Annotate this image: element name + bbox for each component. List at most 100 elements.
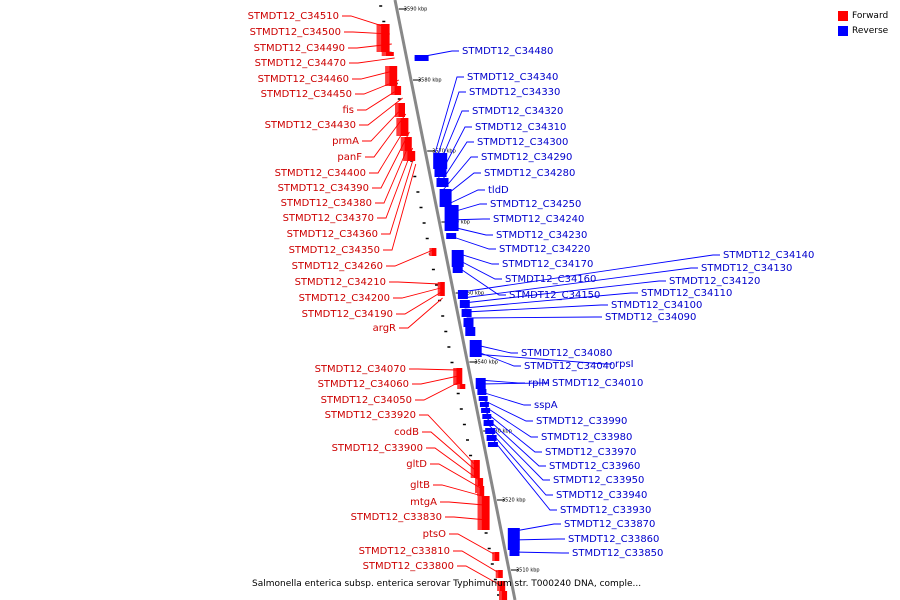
forward-gene-label[interactable]: STMDT12_C34260 [292, 261, 383, 272]
forward-gene-label[interactable]: gltD [406, 459, 427, 470]
reverse-gene-label[interactable]: STMDT12_C34080 [521, 348, 612, 359]
reverse-gene-glyph [483, 420, 494, 426]
forward-leader-line [440, 501, 485, 506]
forward-swatch [838, 10, 848, 21]
reverse-gene-label[interactable]: STMDT12_C33930 [560, 505, 651, 516]
reverse-gene-label[interactable]: STMDT12_C34130 [701, 263, 792, 274]
forward-leader-line [409, 368, 458, 371]
forward-leader-line [396, 291, 442, 315]
reverse-gene-label[interactable]: STMDT12_C34120 [669, 276, 760, 287]
forward-leader-line [389, 281, 440, 285]
forward-gene-label[interactable]: STMDT12_C34380 [281, 198, 372, 209]
legend: Forward Reverse [838, 8, 888, 38]
forward-leader-line [381, 155, 415, 235]
genome-axis [393, 0, 517, 600]
forward-gene-label[interactable]: fis [342, 105, 354, 116]
reverse-gene-label[interactable]: rplM [528, 378, 550, 389]
label-leader-lines [342, 15, 720, 586]
forward-gene-label[interactable]: STMDT12_C34390 [278, 183, 369, 194]
reverse-gene-label[interactable]: STMDT12_C34040 [524, 361, 615, 372]
forward-gene-label[interactable]: codB [394, 427, 419, 438]
reverse-gene-label[interactable]: STMDT12_C34230 [496, 230, 587, 241]
legend-forward: Forward [838, 8, 888, 23]
forward-gene-label[interactable]: ptsO [423, 529, 446, 540]
reverse-gene-label[interactable]: STMDT12_C33870 [564, 519, 655, 530]
reverse-gene-label[interactable]: STMDT12_C34110 [641, 288, 732, 299]
forward-leader-line [357, 87, 401, 111]
forward-gene-shade [497, 581, 500, 591]
reverse-gene-label[interactable]: STMDT12_C33960 [549, 461, 640, 472]
forward-gene-label[interactable]: STMDT12_C34370 [283, 213, 374, 224]
reverse-gene-label[interactable]: STMDT12_C33990 [536, 416, 627, 427]
reverse-gene-label[interactable]: tldD [488, 185, 509, 196]
forward-gene-label[interactable]: gltB [410, 480, 430, 491]
reverse-gene-label[interactable]: STMDT12_C34480 [462, 46, 553, 57]
reverse-gene-label[interactable]: STMDT12_C34160 [505, 274, 596, 285]
forward-gene-label[interactable]: argR [373, 323, 396, 334]
reverse-gene-label[interactable]: STMDT12_C34140 [723, 250, 814, 261]
reverse-gene-label[interactable]: STMDT12_C34220 [499, 244, 590, 255]
reverse-gene-label[interactable]: STMDT12_C33970 [545, 447, 636, 458]
forward-gene-shade [400, 137, 405, 151]
reverse-gene-label[interactable]: STMDT12_C33850 [572, 548, 663, 559]
reverse-leader-line [433, 76, 464, 157]
forward-gene-label[interactable]: STMDT12_C34190 [302, 309, 393, 320]
reverse-gene-label[interactable]: STMDT12_C33860 [568, 534, 659, 545]
reverse-leader-line [442, 172, 481, 199]
forward-gene-label[interactable]: STMDT12_C33830 [351, 512, 442, 523]
reverse-leader-line [445, 203, 487, 215]
forward-leader-line [362, 105, 405, 142]
reverse-gene-label[interactable]: STMDT12_C33940 [556, 490, 647, 501]
reverse-gene-label[interactable]: STMDT12_C34310 [475, 122, 566, 133]
reverse-gene-label[interactable]: STMDT12_C33950 [553, 475, 644, 486]
forward-gene-label[interactable]: STMDT12_C34500 [250, 27, 341, 38]
reverse-gene-label[interactable]: STMDT12_C34170 [502, 259, 593, 270]
reverse-gene-label[interactable]: STMDT12_C34250 [490, 199, 581, 210]
reverse-gene-label[interactable]: STMDT12_C34330 [469, 87, 560, 98]
forward-gene-label[interactable]: STMDT12_C34430 [265, 120, 356, 131]
reverse-gene-label[interactable]: STMDT12_C33980 [541, 432, 632, 443]
reverse-leader-line [463, 280, 666, 304]
forward-gene-label[interactable]: STMDT12_C33800 [363, 561, 454, 572]
forward-gene-label[interactable]: STMDT12_C34210 [295, 277, 386, 288]
reverse-gene-label[interactable]: STMDT12_C34280 [484, 168, 575, 179]
forward-gene-label[interactable]: STMDT12_C34360 [287, 229, 378, 240]
forward-gene-label[interactable]: STMDT12_C33810 [359, 546, 450, 557]
forward-leader-line [426, 447, 480, 481]
forward-gene-shade [381, 52, 386, 56]
reverse-gene-label[interactable]: STMDT12_C34290 [481, 152, 572, 163]
forward-gene-label[interactable]: STMDT12_C34060 [318, 379, 409, 390]
forward-gene-label[interactable]: prmA [332, 136, 359, 147]
forward-gene-label[interactable]: STMDT12_C34490 [254, 43, 345, 54]
forward-gene-label[interactable]: STMDT12_C34050 [321, 395, 412, 406]
forward-gene-label[interactable]: STMDT12_C34350 [289, 245, 380, 256]
forward-gene-label[interactable]: STMDT12_C34070 [315, 364, 406, 375]
forward-gene-label[interactable]: panF [337, 152, 362, 163]
reverse-gene-label[interactable]: STMDT12_C34300 [477, 137, 568, 148]
reverse-gene-label[interactable]: rpsI [615, 359, 634, 370]
forward-gene-label[interactable]: STMDT12_C34200 [299, 293, 390, 304]
forward-leader-line [453, 550, 498, 573]
forward-leader-line [412, 375, 459, 385]
forward-gene-label[interactable]: STMDT12_C34470 [255, 58, 346, 69]
forward-gene-label[interactable]: STMDT12_C33900 [332, 443, 423, 454]
reverse-gene-label[interactable]: STMDT12_C34010 [552, 378, 643, 389]
reverse-gene-label[interactable]: STMDT12_C34320 [472, 106, 563, 117]
forward-leader-line [372, 131, 410, 189]
reverse-gene-label[interactable]: STMDT12_C34240 [493, 214, 584, 225]
reverse-gene-label[interactable]: STMDT12_C34150 [509, 290, 600, 301]
reverse-gene-label[interactable]: STMDT12_C34100 [611, 300, 702, 311]
forward-gene-label[interactable]: STMDT12_C34460 [258, 74, 349, 85]
forward-gene-label[interactable]: STMDT12_C34400 [275, 168, 366, 179]
reverse-gene-glyph [509, 549, 520, 556]
forward-gene-label[interactable]: mtgA [410, 497, 437, 508]
forward-gene-label[interactable]: STMDT12_C33920 [325, 410, 416, 421]
reverse-gene-label[interactable]: STMDT12_C34340 [467, 72, 558, 83]
forward-gene-label[interactable]: STMDT12_C34510 [248, 11, 339, 22]
forward-gene-label[interactable]: STMDT12_C34450 [261, 89, 352, 100]
reverse-gene-label[interactable]: sspA [534, 400, 558, 411]
forward-leader-line [352, 69, 398, 80]
reverse-gene-label[interactable]: STMDT12_C34090 [605, 312, 696, 323]
reverse-leader-line [434, 91, 466, 163]
